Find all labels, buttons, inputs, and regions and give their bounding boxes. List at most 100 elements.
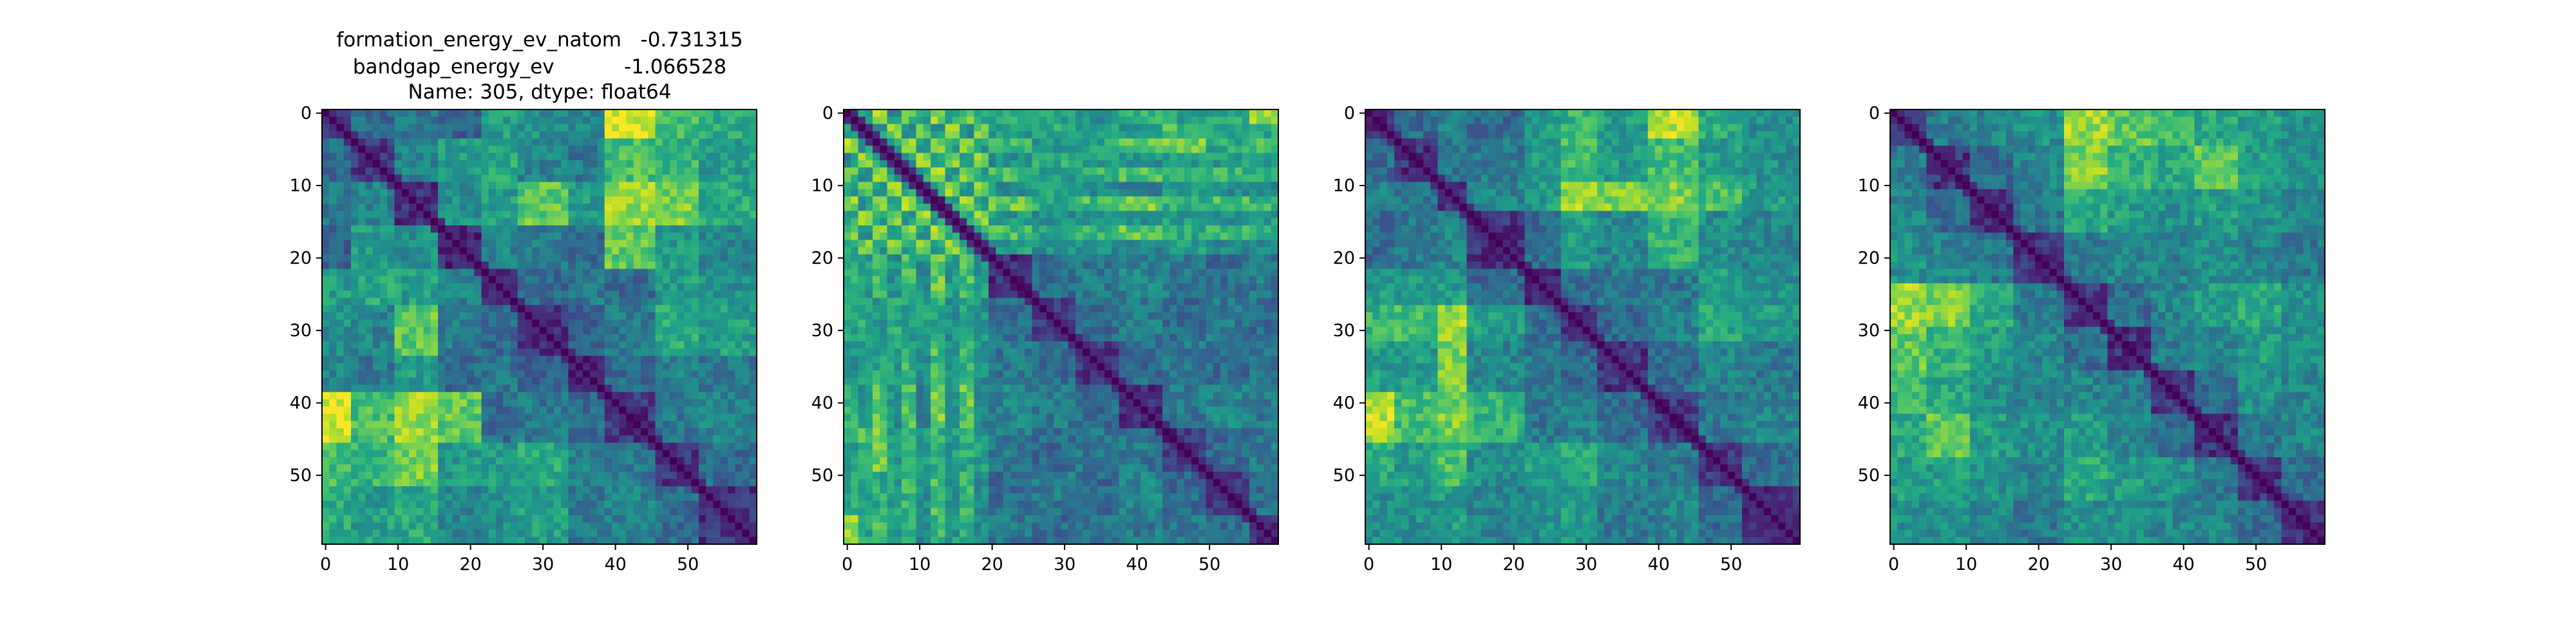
heatmap-cell [343,160,352,168]
heatmap-cell [1083,232,1091,241]
heatmap-cell [1112,261,1120,270]
heatmap-cell [720,363,728,371]
heatmap-cell [662,515,670,523]
heatmap-cell [459,428,468,436]
heatmap-cell [612,421,620,429]
heatmap-cell [720,370,728,378]
heatmap-cell [481,240,489,248]
heatmap-cell [438,428,446,436]
heatmap-cell [1249,117,1257,125]
heatmap-cell [691,124,699,132]
heatmap-cell [670,493,677,502]
heatmap-cell [677,450,685,458]
heatmap-cell [517,319,526,328]
heatmap-cell [670,363,677,371]
heatmap-cell [699,204,706,212]
heatmap-cell [1148,240,1156,248]
heatmap-cells [322,109,757,545]
heatmap-cell [670,457,677,465]
heatmap-cell [989,175,996,183]
heatmap-cell [648,406,656,415]
heatmap-cell [329,283,337,291]
heatmap-cell [662,507,670,516]
heatmap-cell [1032,232,1040,241]
heatmap-cell [467,486,475,494]
heatmap-cell [1249,109,1257,117]
heatmap-cell [351,399,359,407]
heatmap-cell [459,232,468,241]
heatmap-cell [590,341,598,349]
heatmap-cell [728,269,735,277]
heatmap-cell [923,247,931,255]
heatmap-cell [510,117,518,125]
heatmap-cell [699,370,706,378]
heatmap-cell [539,146,547,154]
heatmap-cell [1018,160,1025,168]
heatmap-cell [1206,196,1214,204]
heatmap-cell [590,450,598,458]
heatmap-cell [438,175,446,183]
heatmap-cell [546,413,554,422]
heatmap-cell [568,319,576,328]
heatmap-cell [1032,138,1040,146]
heatmap-cell [438,290,446,299]
heatmap-cell [561,167,569,175]
heatmap-cell [699,413,706,422]
heatmap-cell [358,435,366,444]
heatmap-cell [604,457,612,465]
heatmap-cell [619,138,627,146]
heatmap-cell [575,442,583,451]
heatmap-cell [989,131,996,139]
heatmap-cell [459,457,468,465]
heatmap-cell [423,450,431,458]
heatmap-cell [880,138,888,146]
heatmap-cell [409,131,417,139]
heatmap-cell [488,298,497,306]
heatmap-cell [865,211,873,219]
heatmap-cell [677,428,685,436]
heatmap-cell [648,189,656,197]
heatmap-cell [351,341,359,349]
heatmap-cell [438,117,446,125]
heatmap-cell [1083,167,1091,175]
heatmap-cell [517,515,526,523]
heatmap-cell [1112,131,1120,139]
heatmap-cell [1170,182,1178,190]
heatmap-cell [532,269,540,277]
heatmap-cell [365,377,374,386]
heatmap-cell [1264,153,1272,161]
heatmap-cell [1112,117,1120,125]
heatmap-cell [409,124,417,132]
heatmap-cell [1271,247,1279,255]
heatmap-cell [394,529,402,538]
heatmap-cell [1010,160,1018,168]
heatmap-cell [423,377,431,386]
heatmap-cell [967,138,975,146]
heatmap-cell [561,138,569,146]
heatmap-cell [604,478,612,487]
heatmap-cell [517,457,526,465]
heatmap-cell [546,298,554,306]
heatmap-cell [612,290,620,299]
heatmap-cell [735,500,743,509]
heatmap-cell [387,261,395,270]
heatmap-cell [1162,175,1170,183]
heatmap-cell [1170,240,1178,248]
heatmap-cell [655,478,663,487]
heatmap-cell [1025,146,1033,154]
heatmap-cell [728,515,735,523]
heatmap-cell [749,500,757,509]
heatmap-cell [358,211,366,219]
heatmap-cell [604,500,612,509]
heatmap-cell [365,261,374,270]
heatmap-cell [1126,175,1134,183]
heatmap-cell [1141,146,1149,154]
heatmap-cell [648,153,656,161]
heatmap-cell [561,377,569,386]
heatmap-cell [525,507,533,516]
heatmap-cell [387,536,395,545]
heatmap-cell [459,283,468,291]
heatmap-cell [546,370,554,378]
heatmap-cell [590,457,598,465]
heatmap-cell [1220,254,1228,262]
